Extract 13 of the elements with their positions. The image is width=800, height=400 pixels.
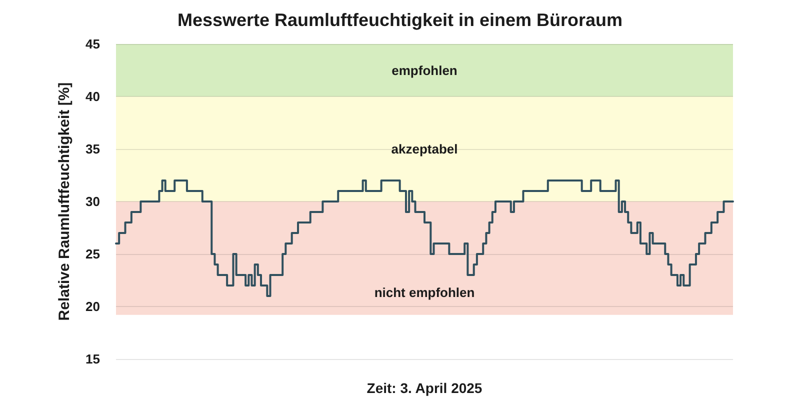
y-tick-label: 45 [86, 36, 100, 52]
y-tick-label: 40 [86, 89, 100, 104]
band-label: nicht empfohlen [374, 284, 475, 300]
y-tick-label: 15 [86, 352, 100, 366]
band-label: empfohlen [392, 62, 458, 78]
band-label: akzeptabel [391, 142, 458, 156]
y-tick-label: 35 [86, 142, 100, 156]
y-tick-label: 20 [86, 299, 100, 314]
y-tick-label: 25 [86, 246, 100, 262]
y-tick-label: 30 [86, 194, 100, 209]
chart-title: Messwerte Raumluftfeuchtigkeit in einem Büroraum [177, 10, 623, 30]
y-axis-title: Relative Raumluftfeuchtigkeit [%] [56, 82, 73, 321]
x-axis-title: Zeit: 3. April 2025 [366, 380, 482, 396]
